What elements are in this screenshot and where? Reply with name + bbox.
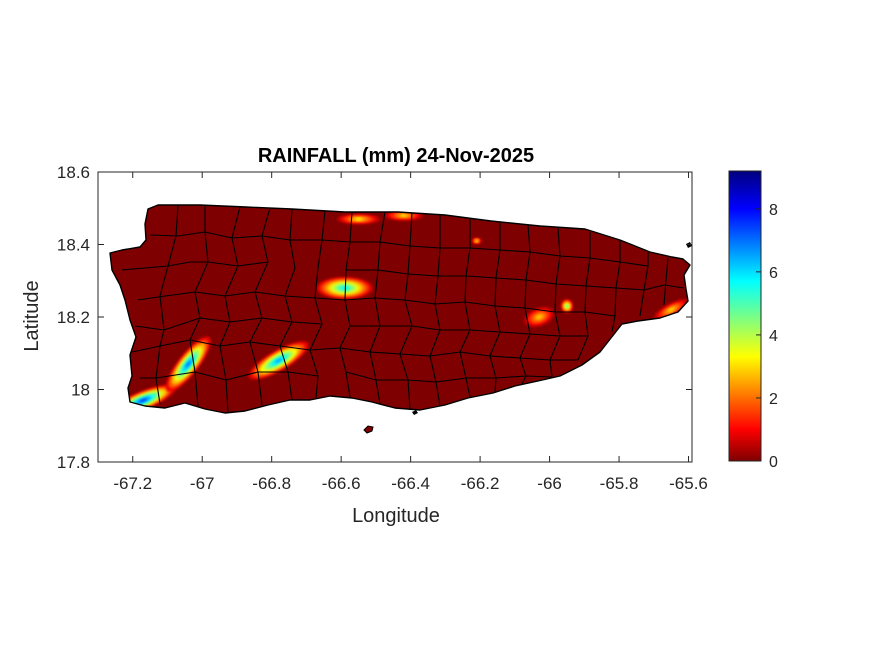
- rain-cell-level: [341, 286, 349, 290]
- rain-cells: [111, 210, 690, 413]
- rain-cell-level: [185, 360, 192, 368]
- island-map: [109, 204, 692, 434]
- y-tick-label: 18.6: [57, 163, 90, 182]
- municipality-boundaries: [121, 205, 685, 413]
- colorbar-tick-label: 8: [769, 202, 778, 219]
- rain-cell-level: [537, 315, 542, 319]
- colorbar-tick-label: 6: [769, 265, 778, 282]
- rain-cell-level: [475, 239, 479, 243]
- y-axis-ticks: 17.8 18 18.2 18.4 18.6: [57, 163, 692, 472]
- x-tick-label: -65.6: [669, 474, 708, 493]
- x-tick-label: -67.2: [113, 474, 152, 493]
- x-tick-label: -65.8: [600, 474, 639, 493]
- y-tick-label: 18.2: [57, 308, 90, 327]
- rain-cell: [523, 306, 555, 328]
- colorbar-gradient: [728, 170, 762, 462]
- x-axis-ticks: -67.2 -67 -66.8 -66.6 -66.4 -66.2 -66 -65.8 -65.…: [113, 172, 708, 493]
- rain-cell-level: [565, 304, 569, 308]
- x-tick-label: -66.2: [461, 474, 500, 493]
- x-tick-label: -66.8: [252, 474, 291, 493]
- rain-cell-level: [355, 217, 362, 221]
- y-tick-label: 17.8: [57, 453, 90, 472]
- coastline: [109, 204, 691, 414]
- y-tick-label: 18: [71, 381, 90, 400]
- rain-cell: [560, 299, 573, 314]
- x-tick-label: -66: [537, 474, 562, 493]
- x-tick-label: -67: [190, 474, 215, 493]
- rain-cell: [471, 237, 482, 244]
- rain-cell-level: [274, 358, 283, 363]
- small-island: [363, 425, 374, 434]
- colorbar-tick-label: 0: [769, 454, 778, 471]
- rain-cell: [336, 214, 381, 225]
- colorbar-tick-label: 2: [769, 391, 778, 408]
- colorbar-ticks: 0 2 4 6 8: [756, 202, 778, 471]
- colorbar: 0 2 4 6 8: [728, 170, 778, 471]
- x-tick-label: -66.4: [391, 474, 430, 493]
- rain-cell: [248, 341, 309, 380]
- y-axis-label: Latitude: [21, 280, 43, 351]
- rain-cell: [316, 277, 373, 299]
- rain-cell-level: [401, 214, 407, 217]
- y-tick-label: 18.4: [57, 236, 90, 255]
- colorbar-tick-label: 4: [769, 328, 778, 345]
- x-tick-label: -66.6: [322, 474, 361, 493]
- rain-cell-level: [139, 398, 148, 403]
- rain-cell-level: [668, 308, 674, 312]
- small-island: [412, 410, 418, 415]
- chart-title: RAINFALL (mm) 24-Nov-2025: [258, 145, 534, 167]
- rain-cell: [653, 298, 690, 321]
- x-axis-label: Longitude: [352, 505, 440, 527]
